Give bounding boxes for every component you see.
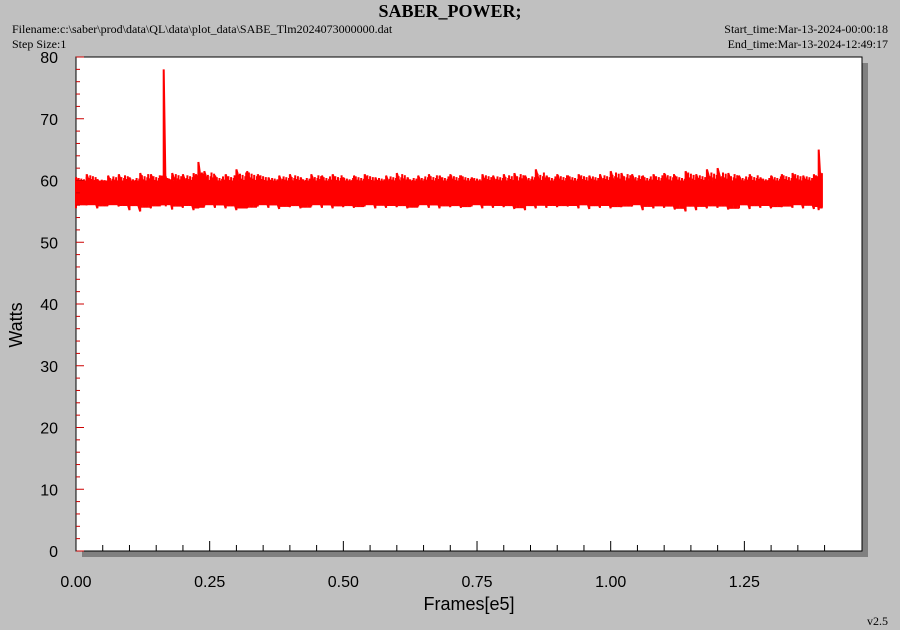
y-tick-label: 0: [49, 544, 58, 561]
y-tick-label: 10: [40, 482, 58, 499]
y-tick-label: 30: [40, 359, 58, 376]
chart-title: SABER_POWER;: [378, 1, 522, 21]
x-tick-label: 0.25: [194, 574, 225, 591]
end-time-label: End_time:Mar-13-2024-12:49:17: [727, 37, 888, 51]
plot-area: [75, 56, 863, 552]
y-tick-label: 50: [40, 235, 58, 252]
start-time-label: Start_time:Mar-13-2024-00:00:18: [724, 22, 888, 36]
step-size-label: Step Size:1: [12, 37, 67, 51]
y-tick-label: 70: [40, 112, 58, 129]
axis-layer: 0 10 20 30 40 50 60 70 80 0.00 0.25 0.50 0.75 1.00 1.2…: [40, 50, 826, 591]
y-tick-label: 40: [40, 297, 58, 314]
y-tick-label: 60: [40, 174, 58, 191]
y-tick-label: 80: [40, 50, 58, 67]
x-tick-label: 0.50: [328, 574, 359, 591]
x-tick-label: 1.00: [595, 574, 626, 591]
x-tick-label: 1.25: [729, 574, 760, 591]
y-axis-label: Watts: [6, 302, 26, 347]
filename-label: Filename:c:\saber\prod\data\QL\data\plot…: [12, 22, 393, 36]
x-tick-label: 0.75: [461, 574, 492, 591]
version-label: v2.5: [867, 614, 888, 628]
series-layer: [75, 69, 823, 212]
x-axis-label: Frames[e5]: [423, 594, 514, 614]
x-tick-label: 0.00: [60, 574, 91, 591]
y-tick-label: 20: [40, 421, 58, 438]
